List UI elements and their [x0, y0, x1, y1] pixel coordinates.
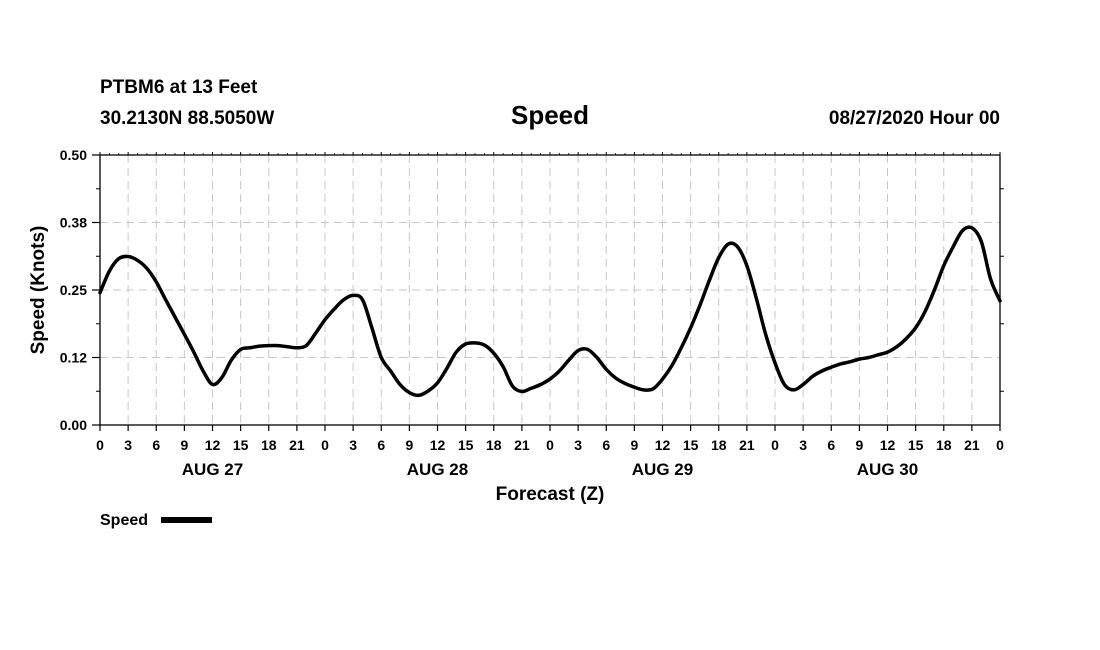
- x-tick-label: 21: [964, 437, 980, 453]
- y-tick-label: 0.00: [60, 417, 87, 433]
- day-labels: AUG 27 AUG 28 AUG 29 AUG 30: [182, 460, 918, 479]
- x-tick-label: 3: [349, 437, 357, 453]
- x-tick-label: 12: [430, 437, 446, 453]
- x-tick-label: 21: [514, 437, 530, 453]
- y-tick-label: 0.50: [60, 147, 87, 163]
- y-axis-title: Speed (Knots): [28, 226, 49, 355]
- x-tick-label: 9: [405, 437, 413, 453]
- x-tick-label: 9: [855, 437, 863, 453]
- y-tick-label: 0.25: [60, 282, 87, 298]
- axis-ticks: [92, 152, 1004, 431]
- x-tick-label: 3: [574, 437, 582, 453]
- gridlines: [100, 155, 1000, 425]
- x-tick-label: 3: [799, 437, 807, 453]
- x-tick-label: 12: [655, 437, 671, 453]
- x-tick-label: 21: [739, 437, 755, 453]
- x-tick-label: 15: [908, 437, 924, 453]
- x-tick-label: 3: [124, 437, 132, 453]
- x-tick-label: 15: [233, 437, 249, 453]
- x-tick-label: 0: [546, 437, 554, 453]
- x-tick-label: 0: [321, 437, 329, 453]
- day-label: AUG 27: [182, 460, 243, 479]
- x-tick-label: 18: [486, 437, 502, 453]
- day-label: AUG 28: [407, 460, 468, 479]
- x-tick-label: 6: [602, 437, 610, 453]
- x-tick-label: 9: [180, 437, 188, 453]
- plot-frame: [99, 154, 1001, 426]
- x-tick-label: 15: [458, 437, 474, 453]
- x-tick-label: 0: [771, 437, 779, 453]
- x-tick-label: 18: [261, 437, 277, 453]
- day-label: AUG 29: [632, 460, 693, 479]
- x-tick-label: 6: [377, 437, 385, 453]
- y-tick-label: 0.38: [60, 215, 87, 231]
- x-tick-label: 6: [152, 437, 160, 453]
- x-tick-label: 12: [205, 437, 221, 453]
- series-line-speed: [98, 225, 1002, 398]
- x-tick-label: 15: [683, 437, 699, 453]
- x-tick-label: 6: [827, 437, 835, 453]
- station-label: PTBM6 at 13 Feet: [100, 77, 258, 98]
- coordinates-label: 30.2130N 88.5050W: [100, 108, 274, 129]
- legend: Speed: [100, 512, 212, 529]
- x-tick-labels: 0 3 6 9 12 15 18 21 0 3 6 9 12 15 18 21 0 3 6 9 12 15 18 21 0 3 6 9…: [96, 437, 1004, 453]
- x-tick-label: 0: [96, 437, 104, 453]
- series-layer: [98, 225, 1002, 398]
- x-tick-label: 18: [936, 437, 952, 453]
- day-label: AUG 30: [857, 460, 918, 479]
- chart-title: Speed: [511, 100, 589, 130]
- datetime-label: 08/27/2020 Hour 00: [829, 108, 1000, 129]
- x-axis-title: Forecast (Z): [496, 484, 605, 505]
- x-tick-label: 18: [711, 437, 727, 453]
- y-tick-label: 0.12: [60, 350, 87, 366]
- x-tick-label: 12: [880, 437, 896, 453]
- x-tick-label: 21: [289, 437, 305, 453]
- legend-label: Speed: [100, 512, 148, 529]
- x-tick-label: 0: [996, 437, 1004, 453]
- x-tick-label: 9: [630, 437, 638, 453]
- y-tick-labels: 0.00 0.12 0.25 0.38 0.50: [60, 147, 87, 433]
